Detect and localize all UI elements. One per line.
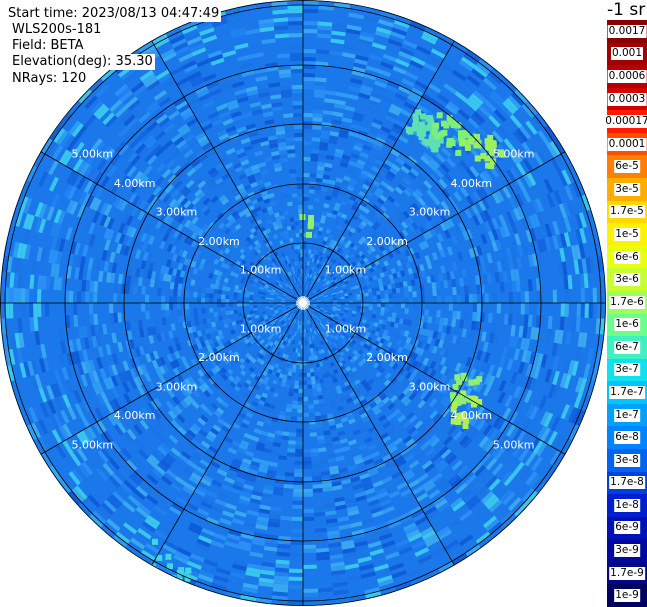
range-label: 2.00km [366,351,408,364]
azimuth-spoke [40,302,304,455]
range-label: 5.00km [493,148,535,161]
colorbar-tick-label: 1.7e-8 [609,476,645,490]
colorbar-tick-label: 3e-7 [614,363,640,377]
colorbar-swatch: 1.7e-8 [607,471,647,495]
colorbar: 0.0017 0.001 0.0006 0.0003 0.00017 0.0001 6e-5… [604,20,647,607]
azimuth-spoke [151,40,304,304]
colorbar-tick-label: 1e-6 [614,318,640,332]
range-label: 3.00km [156,380,198,393]
colorbar-swatch: 3e-9 [607,539,647,563]
colorbar-swatch: 0.00017 [604,110,647,134]
range-label: 3.00km [409,206,451,219]
colorbar-swatch: 1e-8 [607,494,647,518]
colorbar-tick-label: 6e-6 [614,250,640,264]
colorbar-swatch: 1e-6 [607,313,647,337]
colorbar-swatch: 0.0017 [607,20,647,44]
colorbar-tick-label: 1.7e-9 [609,566,645,580]
range-label: 5.00km [493,438,535,451]
colorbar-tick-label: 0.0003 [607,92,647,106]
colorbar-tick-label: 0.0001 [607,137,647,151]
range-label: 5.00km [72,438,114,451]
colorbar-tick-label: 0.00017 [604,115,647,129]
colorbar-swatch: 0.0001 [607,132,647,156]
range-label: 5.00km [72,148,114,161]
colorbar-tick-label: 1.7e-6 [609,295,645,309]
range-label: 4.00km [451,409,493,422]
range-label: 1.00km [240,322,282,335]
colorbar-tick-label: 6e-7 [614,340,640,354]
ppi-scan-plot: 1.00km 1.00km 1.00km 1.00km 2.00km 2.00km 2.00… [0,0,606,606]
colorbar-tick-label: 0.0006 [607,69,647,83]
colorbar-tick-label: 6e-9 [614,521,640,535]
azimuth-spoke [40,151,304,304]
range-label: 1.00km [240,264,282,277]
range-labels: 1.00km 1.00km 1.00km 1.00km 2.00km 2.00km 2.00… [72,148,535,452]
range-label: 2.00km [198,351,240,364]
nrays-label: NRays: 120 [10,71,89,87]
elevation-label: Elevation(deg): 35.30 [10,54,155,70]
colorbar-tick-label: 3e-9 [614,544,640,558]
colorbar-swatch: 1e-5 [607,223,647,247]
colorbar-swatch: 0.001 [607,42,647,66]
range-label: 4.00km [114,177,156,190]
colorbar-swatch: 6e-5 [607,155,647,179]
colorbar-swatch: 1.7e-5 [607,200,647,224]
azimuth-spoke [302,40,455,304]
azimuth-spoke [302,302,455,566]
range-label: 2.00km [198,235,240,248]
colorbar-swatch: 1e-7 [607,403,647,427]
colorbar-swatch: 0.0003 [607,87,647,111]
colorbar-swatch: 1.7e-7 [607,381,647,405]
range-label: 4.00km [114,409,156,422]
range-label: 1.00km [325,322,367,335]
range-label: 4.00km [451,177,493,190]
colorbar-tick-label: 1.7e-5 [609,205,645,219]
colorbar-swatch: 3e-5 [607,178,647,202]
colorbar-tick-label: 3e-6 [614,273,640,287]
colorbar-tick-label: 1e-7 [614,408,640,422]
azimuth-spokes [0,0,606,606]
range-label: 2.00km [366,235,408,248]
colorbar-swatch: 3e-7 [607,358,647,382]
colorbar-swatch: 6e-7 [607,336,647,360]
azimuth-spoke [151,302,304,566]
colorbar-tick-label: 3e-8 [614,453,640,467]
field-label: Field: BETA [10,38,86,54]
azimuth-spoke [302,302,566,455]
colorbar-tick-label: 1.7e-7 [609,386,645,399]
range-label: 1.00km [325,264,367,277]
range-label: 3.00km [156,206,198,219]
colorbar-swatch: 1e-9 [607,584,647,607]
start-time-label: Start time: 2023/08/13 04:47:49 [6,6,222,22]
colorbar-tick-label: 6e-8 [614,431,640,445]
colorbar-tick-label: 1e-8 [614,498,640,512]
colorbar-swatch: 3e-8 [607,448,647,473]
azimuth-spoke [302,151,566,304]
colorbar-tick-label: 6e-5 [614,160,640,174]
colorbar-tick-label: 0.0017 [607,24,647,38]
colorbar-swatch: 1.7e-9 [607,561,647,585]
device-label: WLS200s-181 [10,22,104,38]
colorbar-tick-label: 0.001 [610,47,644,61]
colorbar-tick-label: 1e-5 [614,227,640,241]
colorbar-tick-label: 3e-5 [614,182,640,196]
range-label: 3.00km [409,380,451,393]
colorbar-swatch: 1.7e-6 [607,290,647,314]
colorbar-swatch: 3e-6 [607,268,647,292]
colorbar-swatch: 6e-8 [607,426,647,450]
colorbar-tick-label: 1e-9 [614,589,640,603]
colorbar-unit-label: -1 sr [607,0,646,20]
colorbar-swatch: 6e-9 [607,516,647,540]
colorbar-swatch: 6e-6 [607,245,647,269]
colorbar-swatch: 0.0006 [607,65,647,89]
